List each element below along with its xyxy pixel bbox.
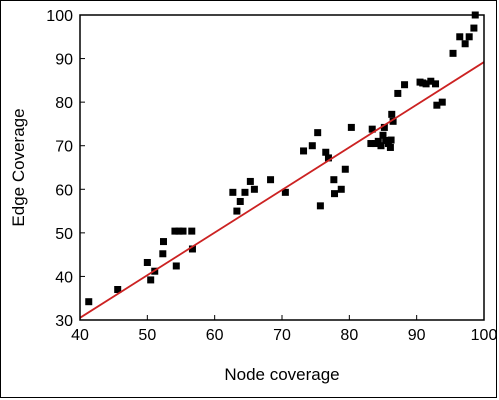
x-tick-label: 60 [206, 327, 224, 344]
data-point [432, 80, 440, 88]
data-point [389, 117, 397, 125]
data-point [308, 142, 316, 150]
data-point [341, 165, 349, 173]
x-tick-label: 100 [471, 327, 498, 344]
data-point [456, 33, 464, 41]
x-tick-label: 50 [138, 327, 156, 344]
data-points-layer [85, 11, 479, 306]
data-point [401, 81, 409, 89]
x-tick-label: 90 [408, 327, 426, 344]
trend-line [79, 61, 485, 319]
data-point [229, 188, 237, 196]
data-point [322, 148, 330, 156]
x-axis-title: Node coverage [224, 365, 339, 384]
data-point [394, 89, 402, 97]
data-point [143, 258, 151, 266]
x-tick-label: 70 [273, 327, 291, 344]
y-tick-label: 80 [55, 95, 73, 112]
x-tick-label: 40 [71, 327, 89, 344]
data-point [433, 101, 441, 109]
data-point [236, 197, 244, 205]
data-point [300, 147, 308, 155]
data-point [368, 125, 376, 133]
y-axis-title: Edge Coverage [9, 108, 28, 226]
data-point [314, 129, 322, 137]
data-point [422, 80, 430, 88]
y-tick-label: 70 [55, 139, 73, 156]
y-tick-label: 50 [55, 226, 73, 243]
data-point [470, 24, 478, 32]
ticks-layer [79, 14, 485, 321]
data-point [379, 131, 387, 139]
data-point [147, 276, 155, 284]
data-point [233, 207, 241, 215]
data-point [175, 227, 183, 235]
data-point [179, 227, 187, 235]
data-point [324, 154, 332, 162]
data-point [427, 77, 435, 85]
data-point [449, 49, 457, 57]
data-point [374, 137, 382, 145]
data-point [461, 40, 469, 48]
data-point [331, 190, 339, 198]
data-point [159, 238, 167, 246]
y-tick-label: 30 [55, 313, 73, 330]
data-point [316, 202, 324, 210]
data-point [241, 188, 249, 196]
data-point [388, 110, 396, 118]
data-point [347, 123, 355, 131]
data-point [387, 136, 395, 144]
data-point [159, 250, 167, 258]
plot-area [79, 14, 485, 321]
data-point [188, 227, 196, 235]
data-point [85, 298, 93, 306]
data-point [114, 286, 122, 293]
x-tick-label: 80 [340, 327, 358, 344]
data-point [386, 143, 394, 151]
y-tick-label: 100 [46, 8, 73, 25]
data-point [172, 262, 180, 270]
data-point [171, 227, 179, 235]
data-point [267, 176, 275, 184]
data-point [377, 142, 385, 150]
data-point [250, 185, 258, 193]
data-point [367, 140, 375, 148]
data-point [188, 245, 196, 253]
data-point [380, 123, 388, 131]
data-point [337, 185, 345, 193]
data-point [465, 33, 473, 41]
data-point [438, 98, 446, 106]
y-tick-label: 90 [55, 52, 73, 69]
data-point [330, 176, 338, 184]
y-tick-label: 60 [55, 182, 73, 199]
data-point [281, 188, 289, 196]
y-tick-label: 40 [55, 269, 73, 286]
data-point [246, 177, 254, 185]
